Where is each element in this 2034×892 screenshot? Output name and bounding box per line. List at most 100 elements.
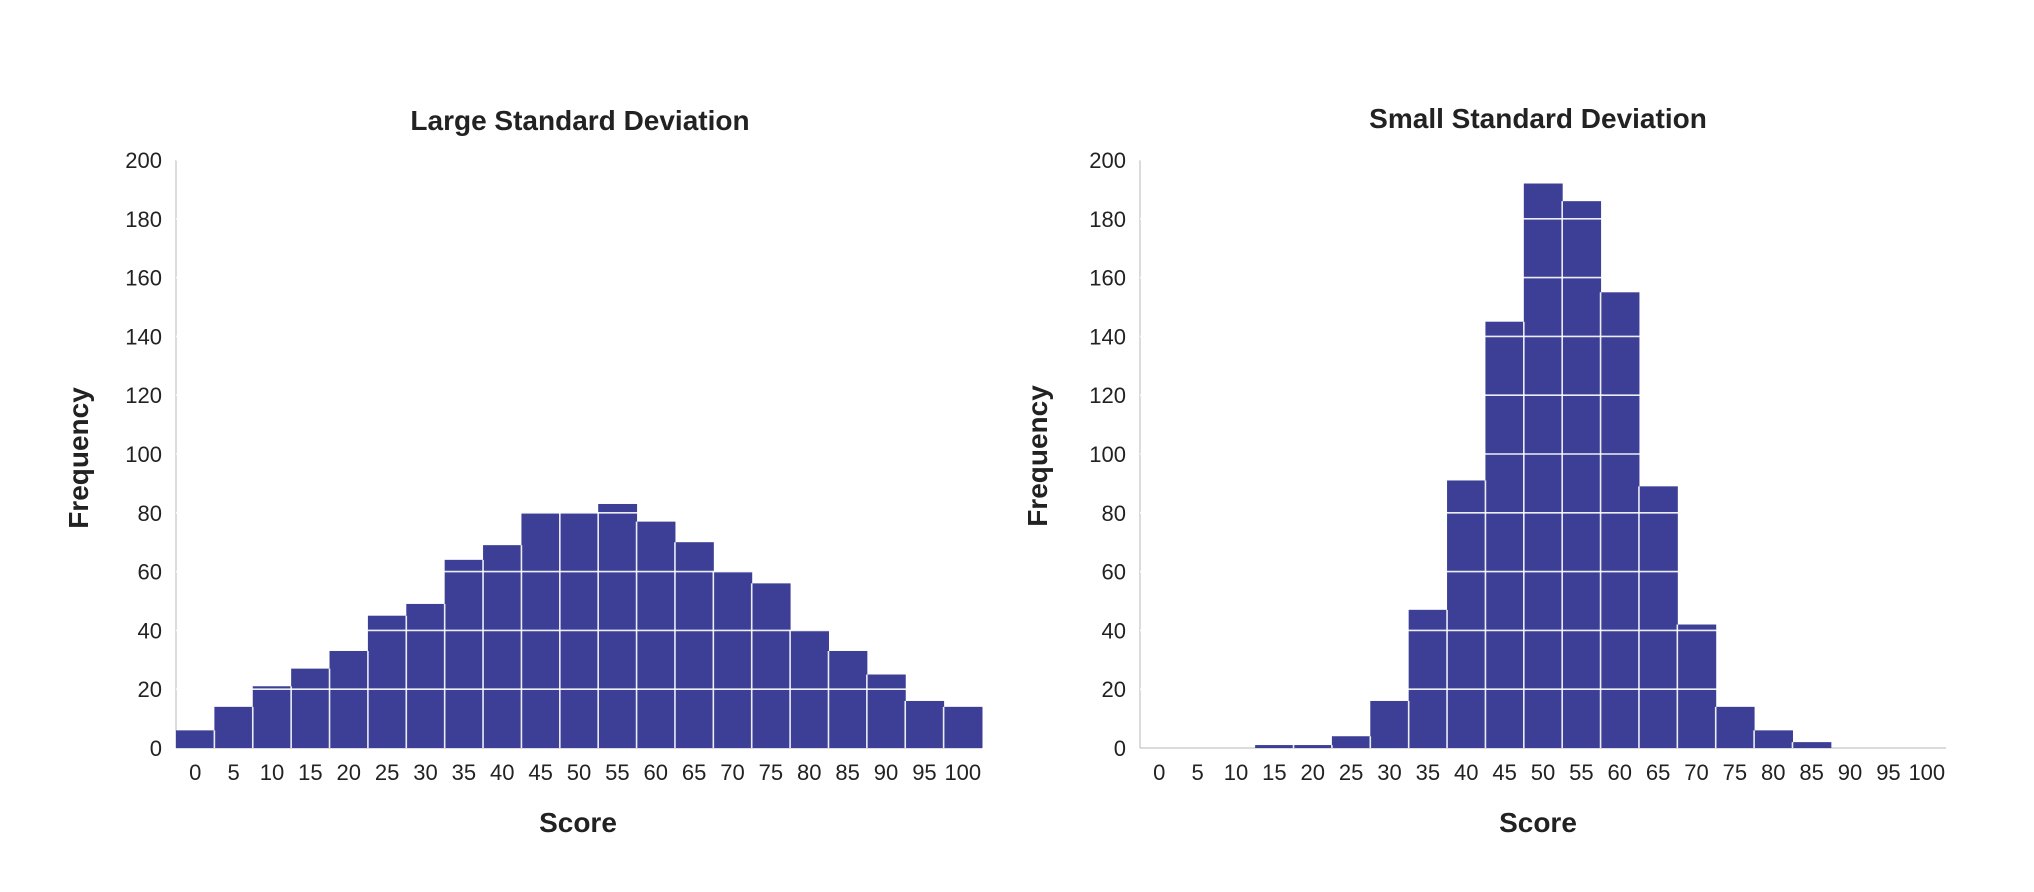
y-tick-label: 40 — [138, 618, 162, 643]
bar-65 — [674, 542, 714, 748]
bar-55 — [1562, 201, 1602, 748]
x-tick-label: 65 — [682, 760, 706, 785]
x-tick-label: 20 — [336, 760, 360, 785]
x-tick-label: 90 — [1838, 760, 1862, 785]
x-ticks-group: 0 5 10 15 20 25 30 35 40 45 50 55 60 65 70 75 80 85 90 95 10… — [189, 760, 981, 785]
x-tick-label: 75 — [759, 760, 783, 785]
x-axis-title: Score — [539, 807, 617, 838]
x-tick-label: 10 — [1224, 760, 1248, 785]
x-tick-label: 90 — [874, 760, 898, 785]
y-axis-title: Frequency — [1022, 385, 1053, 527]
bar-75 — [751, 583, 791, 748]
y-tick-label: 40 — [1102, 618, 1126, 643]
x-ticks-group: 0 5 10 15 20 25 30 35 40 45 50 55 60 65 70 75 80 85 90 95 10… — [1153, 760, 1945, 785]
bar-80 — [1754, 730, 1793, 748]
bar-40 — [483, 545, 522, 748]
y-ticks-group: 0 20 40 60 80 100 120 140 160 180 200 — [1089, 148, 1126, 761]
bar-30 — [406, 603, 446, 748]
x-tick-label: 65 — [1646, 760, 1670, 785]
y-tick-label: 20 — [1102, 677, 1126, 702]
large-sd-chart: Large Standard Deviation Frequency Score… — [63, 105, 983, 838]
y-tick-label: 80 — [1102, 501, 1126, 526]
y-tick-label: 100 — [1089, 442, 1126, 467]
x-tick-label: 5 — [1191, 760, 1203, 785]
x-tick-label: 55 — [605, 760, 629, 785]
x-tick-label: 10 — [260, 760, 284, 785]
bar-0 — [176, 730, 215, 748]
bar-40 — [1447, 480, 1486, 748]
bar-35 — [444, 559, 484, 748]
x-tick-label: 50 — [1531, 760, 1555, 785]
bar-75 — [1715, 706, 1755, 748]
bar-50 — [1523, 183, 1563, 748]
y-tick-label: 0 — [1114, 736, 1126, 761]
bar-70 — [1677, 624, 1717, 748]
x-tick-label: 80 — [797, 760, 821, 785]
x-tick-label: 85 — [835, 760, 859, 785]
bar-95 — [905, 700, 945, 748]
x-tick-label: 0 — [1153, 760, 1165, 785]
bar-35 — [1408, 609, 1448, 748]
y-tick-label: 60 — [1102, 560, 1126, 585]
bar-25 — [1331, 736, 1371, 748]
gridlines-group — [1140, 159, 1946, 748]
x-tick-label: 30 — [413, 760, 437, 785]
x-tick-label: 5 — [227, 760, 239, 785]
bar-25 — [367, 615, 407, 748]
x-tick-label: 30 — [1377, 760, 1401, 785]
x-tick-label: 35 — [1416, 760, 1440, 785]
x-tick-label: 25 — [375, 760, 399, 785]
y-tick-label: 120 — [1089, 383, 1126, 408]
x-tick-label: 100 — [1908, 760, 1945, 785]
bar-100 — [943, 706, 983, 748]
bar-15 — [291, 668, 331, 748]
y-tick-label: 0 — [150, 736, 162, 761]
bar-60 — [636, 521, 676, 748]
y-tick-label: 120 — [125, 383, 162, 408]
bar-15 — [1255, 745, 1295, 748]
y-tick-label: 140 — [125, 324, 162, 349]
x-tick-label: 70 — [1684, 760, 1708, 785]
x-tick-label: 0 — [189, 760, 201, 785]
x-axis-title: Score — [1499, 807, 1577, 838]
bar-20 — [1293, 745, 1333, 748]
bar-60 — [1600, 292, 1640, 748]
bar-90 — [866, 674, 906, 748]
x-tick-label: 50 — [567, 760, 591, 785]
gridlines-group — [176, 159, 982, 748]
y-tick-label: 180 — [125, 207, 162, 232]
x-tick-label: 75 — [1723, 760, 1747, 785]
bars-group — [1255, 183, 1832, 748]
bar-20 — [329, 650, 369, 748]
x-tick-label: 60 — [1608, 760, 1632, 785]
y-tick-label: 180 — [1089, 207, 1126, 232]
x-tick-label: 15 — [298, 760, 322, 785]
bar-5 — [214, 706, 254, 748]
x-tick-label: 35 — [452, 760, 476, 785]
x-tick-label: 25 — [1339, 760, 1363, 785]
bars-group — [176, 503, 983, 748]
bar-45 — [1485, 321, 1525, 748]
bar-30 — [1370, 700, 1410, 748]
y-tick-label: 160 — [1089, 266, 1126, 291]
bar-10 — [252, 686, 292, 748]
y-tick-label: 160 — [125, 266, 162, 291]
y-axis-title: Frequency — [63, 387, 94, 529]
y-ticks-group: 0 20 40 60 80 100 120 140 160 180 200 — [125, 148, 162, 761]
bar-65 — [1638, 486, 1678, 748]
x-tick-label: 45 — [528, 760, 552, 785]
bar-85 — [1792, 742, 1832, 748]
x-tick-label: 55 — [1569, 760, 1593, 785]
x-tick-label: 95 — [1876, 760, 1900, 785]
y-tick-label: 20 — [138, 677, 162, 702]
chart-title: Large Standard Deviation — [410, 105, 749, 136]
x-tick-label: 40 — [1454, 760, 1478, 785]
bar-70 — [713, 571, 753, 748]
x-tick-label: 70 — [720, 760, 744, 785]
x-tick-label: 60 — [644, 760, 668, 785]
y-tick-label: 100 — [125, 442, 162, 467]
x-tick-label: 100 — [944, 760, 981, 785]
y-tick-label: 200 — [125, 148, 162, 173]
chart-title: Small Standard Deviation — [1369, 103, 1707, 134]
